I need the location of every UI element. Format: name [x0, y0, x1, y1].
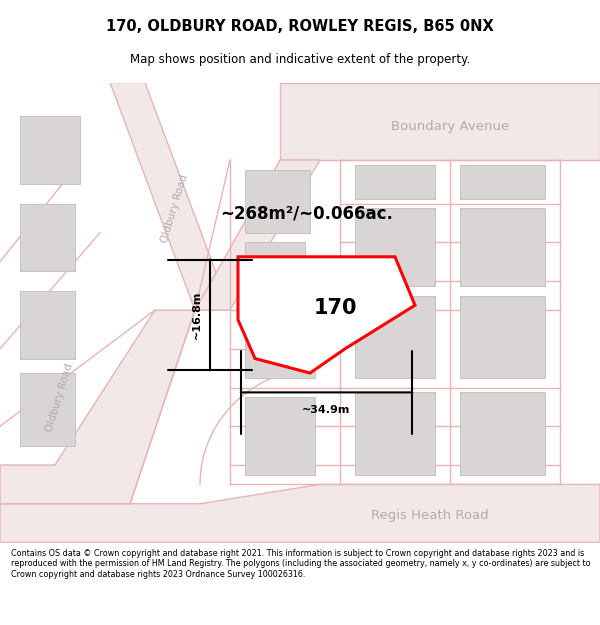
- Polygon shape: [355, 392, 435, 475]
- Polygon shape: [460, 165, 545, 199]
- Polygon shape: [355, 165, 435, 199]
- Polygon shape: [195, 160, 320, 310]
- Text: Map shows position and indicative extent of the property.: Map shows position and indicative extent…: [130, 53, 470, 66]
- Polygon shape: [355, 208, 435, 286]
- Polygon shape: [20, 373, 75, 446]
- Polygon shape: [0, 484, 600, 542]
- Polygon shape: [460, 392, 545, 475]
- Polygon shape: [460, 208, 545, 286]
- Text: Regis Heath Road: Regis Heath Road: [371, 509, 489, 522]
- Polygon shape: [20, 116, 80, 184]
- Polygon shape: [245, 320, 315, 378]
- Polygon shape: [20, 291, 75, 359]
- Polygon shape: [20, 204, 75, 271]
- Text: Boundary Avenue: Boundary Avenue: [391, 119, 509, 132]
- Text: 170: 170: [313, 298, 357, 318]
- Text: ~34.9m: ~34.9m: [302, 405, 350, 415]
- Polygon shape: [245, 398, 315, 475]
- Text: Oldbury Road: Oldbury Road: [45, 362, 75, 432]
- Text: Oldbury Road: Oldbury Road: [160, 173, 190, 244]
- Text: ~268m²/~0.066ac.: ~268m²/~0.066ac.: [220, 204, 393, 222]
- Text: 170, OLDBURY ROAD, ROWLEY REGIS, B65 0NX: 170, OLDBURY ROAD, ROWLEY REGIS, B65 0NX: [106, 19, 494, 34]
- Polygon shape: [238, 257, 415, 373]
- Text: Contains OS data © Crown copyright and database right 2021. This information is : Contains OS data © Crown copyright and d…: [11, 549, 590, 579]
- Polygon shape: [280, 82, 600, 160]
- Polygon shape: [460, 296, 545, 378]
- Polygon shape: [355, 296, 435, 378]
- Polygon shape: [0, 310, 195, 504]
- Polygon shape: [245, 169, 310, 232]
- Text: ~16.8m: ~16.8m: [192, 291, 202, 339]
- Polygon shape: [110, 82, 230, 310]
- Polygon shape: [245, 242, 305, 301]
